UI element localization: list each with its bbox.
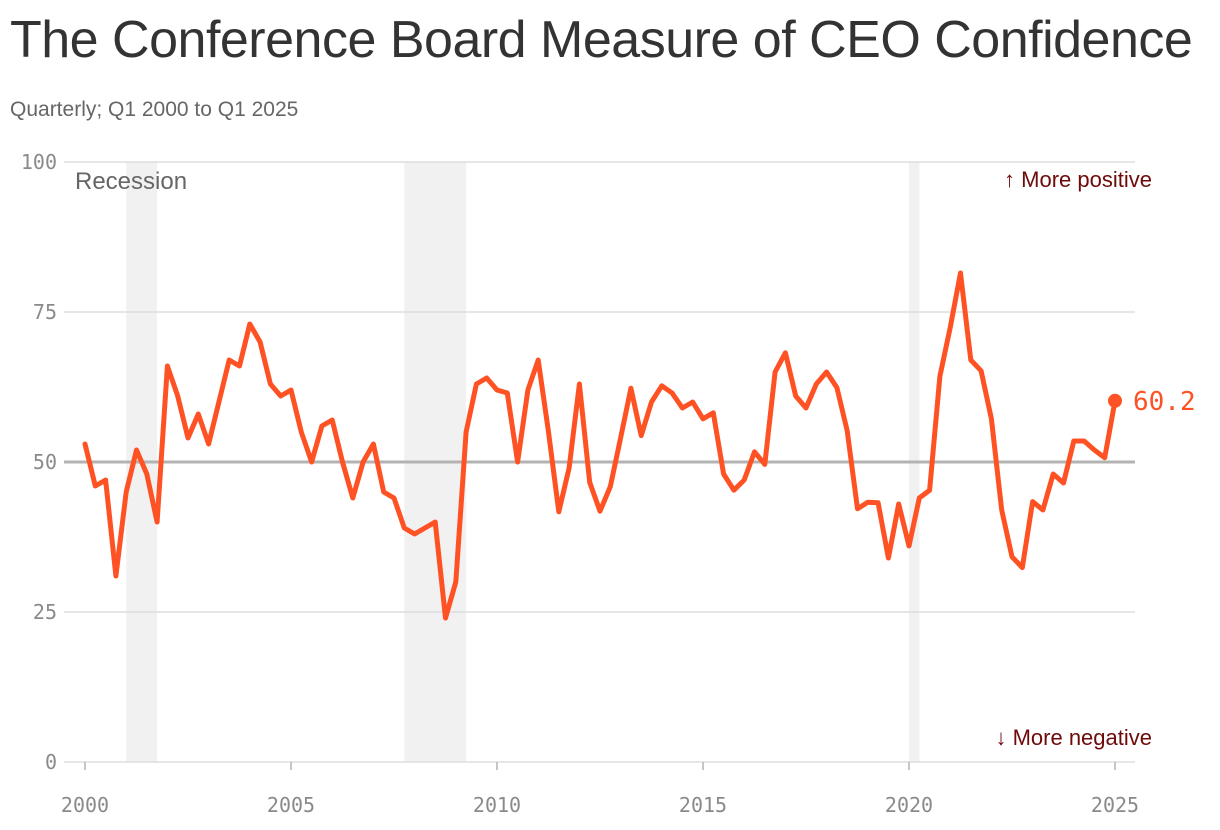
x-axis-ticks: 2000 2005 2010 2015 2020 2025: [61, 762, 1139, 817]
series-line: [82, 270, 1118, 621]
last-data-point: [1108, 393, 1122, 408]
gridlines: [64, 161, 1135, 763]
x-tick-label: 2015: [679, 793, 727, 817]
chart-subtitle: Quarterly; Q1 2000 to Q1 2025: [10, 98, 299, 121]
y-tick-label: 75: [33, 300, 57, 324]
chart-title: The Conference Board Measure of CEO Conf…: [10, 11, 1193, 69]
x-tick-label: 2020: [885, 793, 933, 817]
y-tick-label: 100: [21, 150, 57, 174]
y-tick-label: 50: [33, 450, 57, 474]
series-ceo-confidence: [82, 270, 1118, 621]
x-tick-label: 2005: [267, 793, 315, 817]
last-value-label: 60.2: [1133, 387, 1196, 417]
y-axis-ticks: 0 25 50 75 100: [21, 150, 57, 774]
annotation-more-negative: ↓ More negative: [995, 725, 1152, 750]
y-tick-label: 0: [45, 750, 57, 774]
x-tick-label: 2000: [61, 793, 109, 817]
x-tick-label: 2010: [473, 793, 521, 817]
y-tick-label: 25: [33, 600, 57, 624]
recession-label: Recession: [75, 168, 187, 195]
x-tick-label: 2025: [1091, 793, 1139, 817]
annotation-more-positive: ↑ More positive: [1004, 167, 1152, 192]
